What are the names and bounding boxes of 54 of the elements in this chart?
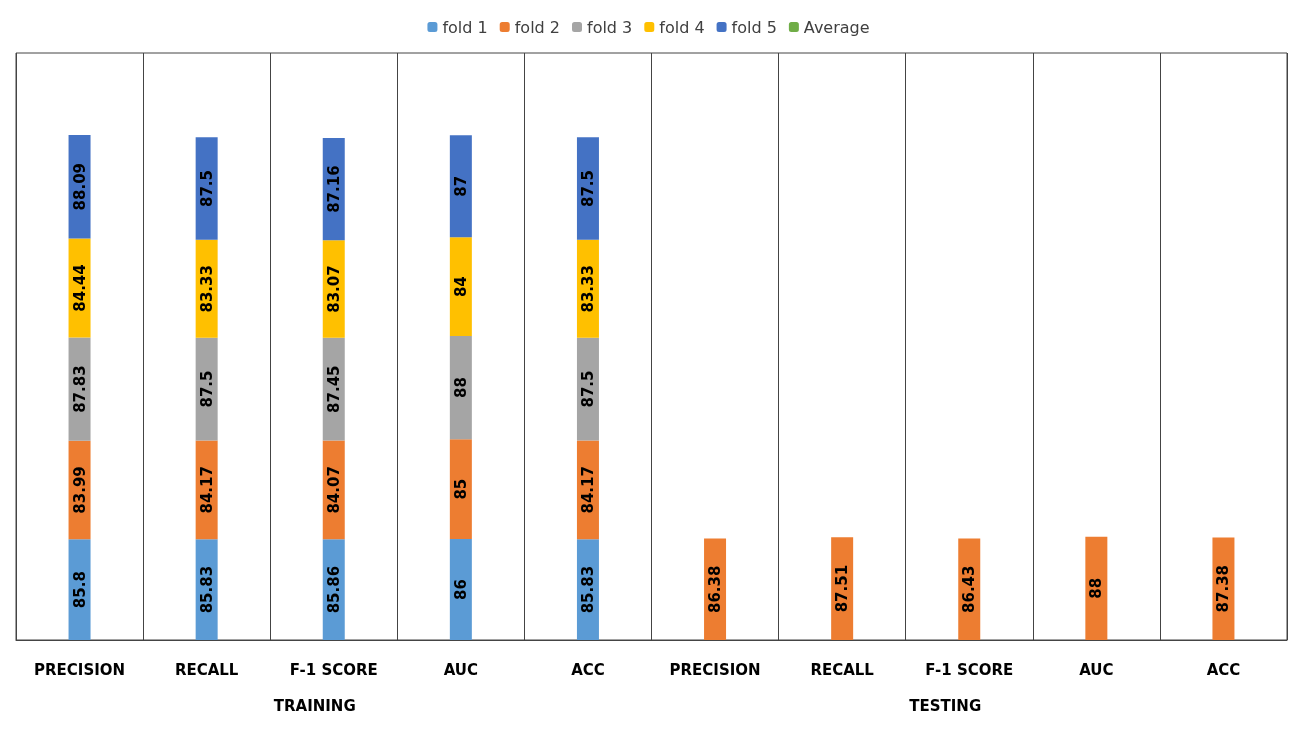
data-label: 86.38 [706,565,725,614]
x-tick-label: RECALL [810,660,875,679]
data-label: 87.51 [833,564,852,613]
data-label: 83.33 [197,265,216,313]
bar [449,135,472,238]
legend-label: Average [803,17,870,37]
bar [449,439,472,540]
data-label: 87 [451,175,470,197]
data-label: 85 [451,478,470,500]
data-label: 84 [451,276,470,298]
data-label: 87.5 [197,370,216,408]
data-label: 83.99 [70,466,89,514]
data-label: 88 [451,377,470,399]
data-label: 86 [451,579,470,600]
legend-label: fold 3 [587,17,633,37]
x-tick-label: F-1 SCORE [289,660,378,679]
x-tick-label: RECALL [174,660,239,679]
data-label: 84.17 [578,466,597,514]
data-label: 87.45 [324,365,343,413]
data-label: 87.5 [578,170,597,208]
bar [1085,536,1108,640]
text: TRAINING [273,696,356,715]
x-tick-label: F-1 SCORE [925,660,1014,679]
data-label: 87.5 [197,170,216,208]
legend-label: fold 5 [731,17,777,37]
legend-label: fold 2 [514,17,561,37]
data-label: 84.17 [197,466,216,514]
bar [449,237,472,336]
data-label: 88.09 [70,162,89,211]
legend-label: fold 1 [442,17,488,37]
x-tick-label: ACC [571,660,605,679]
bar [449,335,472,440]
data-label: 83.33 [578,265,597,313]
bar [449,539,472,640]
data-label: 87.16 [324,165,343,213]
data-label: 88 [1087,577,1106,599]
x-tick-label: ACC [1206,660,1241,679]
data-label: 83.07 [324,265,343,313]
data-label: 85.83 [578,565,597,614]
data-label: 87.5 [578,370,597,408]
data-label: 84.07 [324,466,343,514]
data-label: 85.8 [70,571,89,609]
text: TESTING [909,696,982,715]
data-label: 87.83 [70,365,89,413]
data-label: 87.38 [1214,564,1233,613]
x-tick-label: AUC [1079,660,1114,679]
x-tick-label: PRECISION [34,660,126,679]
x-tick-label: AUC [443,660,479,679]
data-label: 84.44 [70,264,89,312]
data-label: 86.43 [960,565,979,613]
x-tick-label: PRECISION [669,660,761,679]
legend-label: fold 4 [659,17,705,37]
data-label: 85.86 [324,565,343,614]
data-label: 85.83 [197,565,216,614]
